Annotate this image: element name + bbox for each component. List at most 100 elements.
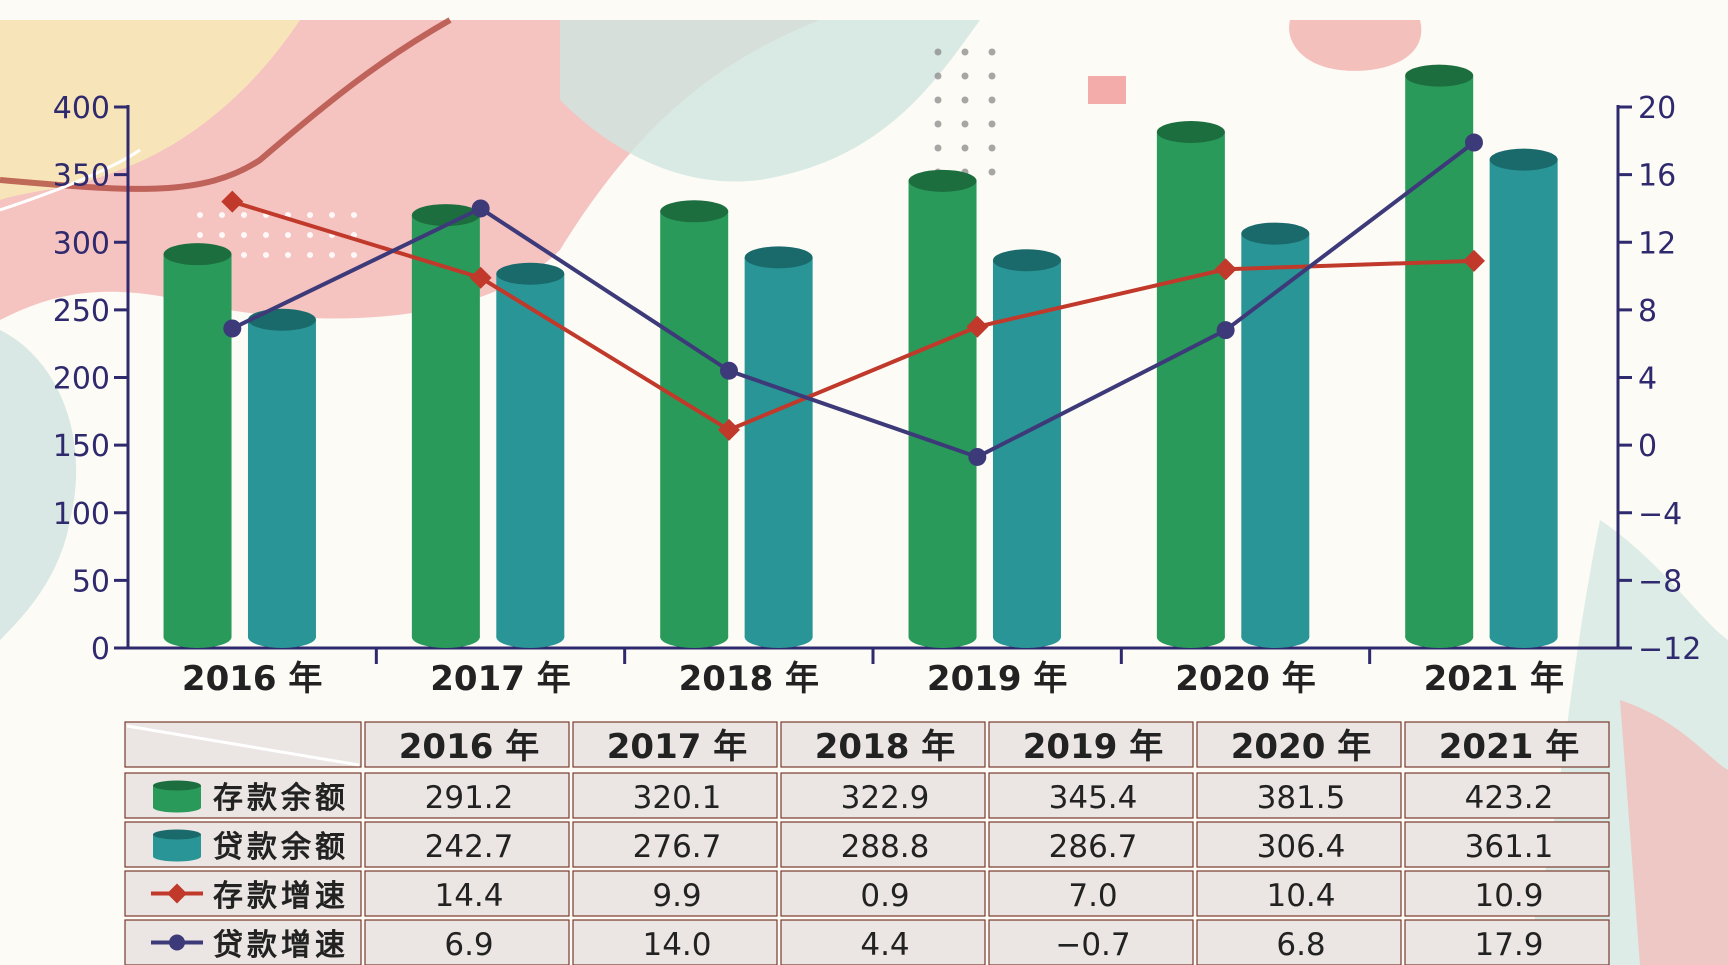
icon-top (153, 780, 201, 791)
table-cell (1196, 870, 1402, 917)
dot (988, 144, 996, 152)
left-tick-label: 150 (53, 429, 110, 464)
left-tick-label: 100 (53, 497, 110, 532)
deposit-growth-point (1214, 258, 1237, 281)
table-cell-value: 4.4 (860, 927, 909, 963)
right-tick-label: 4 (1638, 362, 1657, 397)
deposit-bar-base (660, 626, 729, 648)
table-cell-value: 288.8 (841, 829, 930, 865)
dot (988, 48, 996, 56)
table-cell (572, 772, 778, 819)
data-table: 2016 年 2017 年 2018 年 2019 年 2020 年 2021 年存款余额… (124, 721, 1610, 965)
table-cell (572, 919, 778, 965)
dot (329, 212, 335, 218)
left-tick-label: 250 (53, 294, 110, 329)
loan-bar (1241, 222, 1310, 648)
x-tick-label: 2020 年 (1175, 659, 1315, 699)
dot (241, 212, 247, 218)
loan-bar-top (1489, 148, 1558, 171)
dot (961, 96, 969, 104)
loan-bar-body (496, 273, 565, 637)
x-tick-label: 2016 年 (182, 659, 322, 699)
icon-marker (167, 883, 187, 904)
loan-bar-top (1241, 222, 1310, 245)
deposit-bar-body (163, 254, 232, 638)
table-cell (1196, 919, 1402, 965)
table-cell (988, 772, 1194, 819)
table-header-cell (780, 721, 986, 768)
deposit-growth-point (469, 266, 492, 289)
deposit-bar-top (908, 169, 977, 192)
dot (219, 232, 225, 238)
x-tick-label: 2021 年 (1424, 659, 1564, 699)
x-tick-label: 2019 年 (927, 659, 1067, 699)
dot (329, 252, 335, 258)
loan-bar-top (247, 308, 316, 331)
x-tick-labels: 2016 年 2017 年 2018 年 2019 年 2020 年 2021 年 (182, 659, 1564, 699)
right-tick-label: −8 (1638, 564, 1682, 599)
dot (934, 48, 942, 56)
icon-body (153, 785, 201, 808)
table-cell-value: 345.4 (1049, 780, 1138, 816)
line-series (221, 133, 1485, 466)
loan-bar-body (1489, 159, 1558, 637)
loan-bar (992, 249, 1061, 648)
loan-bar-base (247, 626, 316, 648)
axes: 0 50 100 150 200 250 300 350 400 −12 −8 −4 0 4 8 12 16 20 (53, 91, 1702, 667)
table-cell-value: 322.9 (841, 780, 930, 816)
loan-bar (744, 246, 813, 648)
dot (988, 72, 996, 80)
table-cell-value: 10.4 (1266, 878, 1335, 914)
deposit-bar-top (411, 204, 480, 227)
loan-growth-point (1464, 133, 1483, 152)
left-tick-label: 200 (53, 362, 110, 397)
dot (307, 252, 313, 258)
table-cell-value: 9.9 (652, 878, 701, 914)
dot (988, 96, 996, 104)
right-tick-label: −4 (1638, 497, 1682, 532)
dot (263, 252, 269, 258)
table-cell-value: 276.7 (633, 829, 722, 865)
table-cell (364, 919, 570, 965)
green-cylinder-icon (153, 780, 201, 813)
right-tick-label: −12 (1638, 632, 1701, 667)
dot (961, 48, 969, 56)
icon-base (153, 851, 201, 862)
red-diamond-line-icon (151, 883, 203, 904)
deposit-growth-point (717, 418, 740, 441)
table-cell (1404, 870, 1610, 917)
right-tick-label: 0 (1638, 429, 1657, 464)
dot (197, 212, 203, 218)
right-tick-label: 12 (1638, 226, 1676, 261)
table-cell-value: 381.5 (1257, 780, 1346, 816)
table-cell (1404, 772, 1610, 819)
table-header-cell (988, 721, 1194, 768)
deposit-bar-base (908, 626, 977, 648)
left-tick-label: 400 (53, 91, 110, 126)
loan-bar-body (992, 260, 1061, 637)
deposit-bar (411, 204, 480, 648)
table-cell-value: 286.7 (1049, 829, 1138, 865)
loan-bar-top (496, 262, 565, 285)
loan-bar-top (744, 246, 813, 269)
dot (241, 252, 247, 258)
deposit-growth-point (221, 190, 244, 213)
right-tick-label: 20 (1638, 91, 1676, 126)
loan-bar (496, 262, 565, 648)
table-header-cell (364, 721, 570, 768)
table-cell-value: 14.4 (434, 878, 503, 914)
table-cell (988, 919, 1194, 965)
dot (285, 232, 291, 238)
table-cell (364, 821, 570, 868)
table-header-cell (1196, 721, 1402, 768)
table-cell (988, 870, 1194, 917)
dot (197, 232, 203, 238)
table-cell-value: 6.8 (1276, 927, 1325, 963)
table-cell-value: −0.7 (1055, 927, 1130, 963)
dot (307, 232, 313, 238)
table-header-text: 2019 年 (1023, 727, 1163, 767)
deposit-bar-body (1405, 75, 1474, 637)
deposit-bar-base (1405, 626, 1474, 648)
table-cell (988, 821, 1194, 868)
